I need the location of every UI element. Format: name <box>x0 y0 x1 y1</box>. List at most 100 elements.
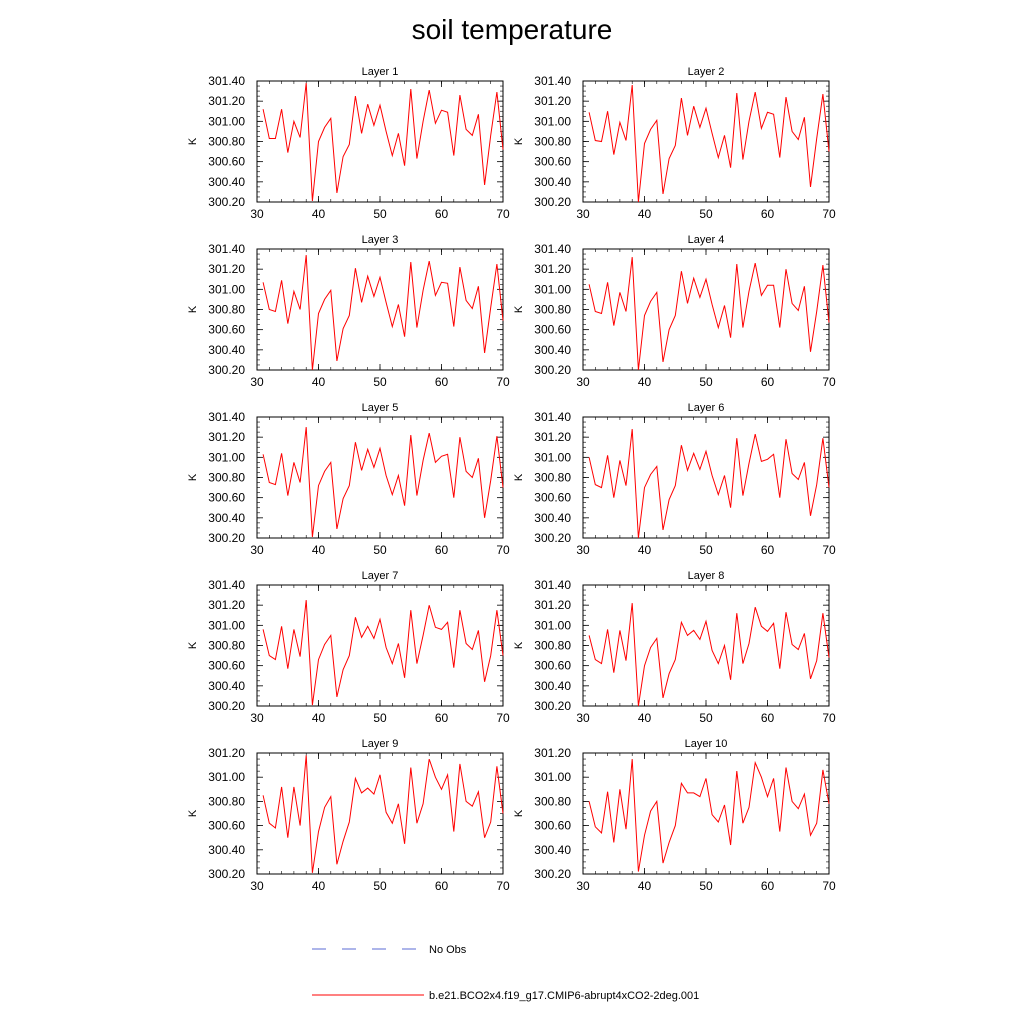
y-tick-label: 301.20 <box>208 94 245 108</box>
x-tick-label: 50 <box>699 543 713 557</box>
y-axis-label: K <box>187 809 199 817</box>
x-tick-label: 70 <box>496 543 510 557</box>
x-tick-label: 60 <box>761 711 775 725</box>
y-tick-label: 300.20 <box>534 531 571 545</box>
x-tick-label: 60 <box>761 879 775 893</box>
series-line <box>262 600 504 706</box>
x-tick-label: 60 <box>761 375 775 389</box>
y-tick-label: 300.60 <box>534 155 571 169</box>
x-tick-label: 60 <box>761 207 775 221</box>
x-tick-label: 50 <box>699 879 713 893</box>
panel-title: Layer 4 <box>688 234 725 246</box>
series-line <box>588 603 830 707</box>
y-tick-label: 301.00 <box>208 618 245 632</box>
y-tick-label: 301.20 <box>208 430 245 444</box>
x-tick-label: 40 <box>312 375 326 389</box>
x-tick-label: 60 <box>435 207 449 221</box>
x-tick-label: 50 <box>699 375 713 389</box>
y-tick-label: 300.60 <box>534 323 571 337</box>
x-tick-label: 50 <box>373 207 387 221</box>
panel-title: Layer 8 <box>688 570 725 582</box>
y-tick-label: 300.80 <box>208 135 245 149</box>
x-tick-label: 70 <box>496 375 510 389</box>
x-tick-label: 70 <box>822 879 836 893</box>
y-tick-label: 300.60 <box>208 155 245 169</box>
y-tick-label: 300.40 <box>208 679 245 693</box>
x-tick-label: 60 <box>435 879 449 893</box>
y-tick-label: 300.60 <box>208 819 245 833</box>
panel-title: Layer 10 <box>685 738 728 750</box>
series-line <box>262 82 504 202</box>
y-tick-label: 301.20 <box>208 598 245 612</box>
panel-layer-10: Layer 10 K 30 40 50 60 70 300.20 300.40 300.60 300… <box>513 738 836 893</box>
plot-frame <box>256 416 504 539</box>
y-tick-label: 301.20 <box>534 746 571 760</box>
x-tick-label: 30 <box>250 879 264 893</box>
y-tick-label: 300.80 <box>534 471 571 485</box>
legend-model-label: b.e21.BCO2x4.f19_g17.CMIP6-abrupt4xCO2-2… <box>429 990 699 1002</box>
y-tick-label: 301.40 <box>534 410 571 424</box>
y-tick-label: 300.20 <box>534 699 571 713</box>
y-tick-label: 301.00 <box>534 618 571 632</box>
y-tick-label: 301.00 <box>208 770 245 784</box>
y-tick-label: 300.20 <box>208 195 245 209</box>
x-tick-label: 30 <box>576 207 590 221</box>
panel-layer-2: Layer 2 K 30 40 50 60 70 300.20 300.40 300.60 300.… <box>513 66 836 221</box>
y-tick-label: 300.60 <box>534 659 571 673</box>
y-tick-label: 300.20 <box>208 363 245 377</box>
plot-frame <box>582 752 830 875</box>
y-tick-label: 301.00 <box>208 114 245 128</box>
y-tick-label: 301.20 <box>534 94 571 108</box>
series-line <box>588 257 830 371</box>
y-tick-label: 301.40 <box>534 242 571 256</box>
y-tick-label: 300.40 <box>208 843 245 857</box>
y-tick-label: 300.40 <box>208 511 245 525</box>
x-tick-label: 70 <box>822 207 836 221</box>
plot-frame <box>582 80 830 203</box>
panel-layer-4: Layer 4 K 30 40 50 60 70 300.20 300.40 300.60 300.… <box>513 234 836 389</box>
y-tick-label: 301.00 <box>534 450 571 464</box>
y-tick-label: 301.40 <box>208 74 245 88</box>
x-tick-label: 60 <box>761 543 775 557</box>
x-tick-label: 60 <box>435 543 449 557</box>
panel-title: Layer 9 <box>362 738 399 750</box>
y-tick-label: 301.20 <box>534 262 571 276</box>
y-tick-label: 301.00 <box>208 282 245 296</box>
y-tick-label: 301.40 <box>208 578 245 592</box>
x-tick-label: 30 <box>576 375 590 389</box>
y-axis-label: K <box>513 641 525 649</box>
series-line <box>588 429 830 539</box>
y-tick-label: 300.80 <box>208 303 245 317</box>
x-tick-label: 70 <box>822 375 836 389</box>
x-tick-label: 40 <box>312 879 326 893</box>
x-tick-label: 70 <box>822 543 836 557</box>
y-axis-label: K <box>513 137 525 145</box>
x-tick-label: 40 <box>312 543 326 557</box>
panel-title: Layer 2 <box>688 66 725 78</box>
y-tick-label: 301.00 <box>534 770 571 784</box>
y-tick-label: 301.40 <box>534 578 571 592</box>
y-tick-label: 301.00 <box>208 450 245 464</box>
y-tick-label: 300.40 <box>534 843 571 857</box>
y-tick-label: 300.40 <box>534 343 571 357</box>
x-tick-label: 30 <box>250 375 264 389</box>
x-tick-label: 30 <box>250 711 264 725</box>
panel-layer-3: Layer 3 K 30 40 50 60 70 300.20 300.40 300.60 300.… <box>187 234 510 389</box>
x-tick-label: 70 <box>496 711 510 725</box>
panel-title: Layer 3 <box>362 234 399 246</box>
y-tick-label: 300.40 <box>534 511 571 525</box>
x-tick-label: 40 <box>638 711 652 725</box>
x-tick-label: 50 <box>373 711 387 725</box>
x-tick-label: 40 <box>638 375 652 389</box>
x-tick-label: 70 <box>822 711 836 725</box>
x-tick-label: 30 <box>576 543 590 557</box>
x-tick-label: 40 <box>638 207 652 221</box>
y-tick-label: 300.40 <box>208 175 245 189</box>
plot-frame <box>256 80 504 203</box>
y-tick-label: 300.40 <box>534 175 571 189</box>
x-tick-label: 50 <box>699 207 713 221</box>
y-tick-label: 300.20 <box>534 195 571 209</box>
panel-title: Layer 6 <box>688 402 725 414</box>
